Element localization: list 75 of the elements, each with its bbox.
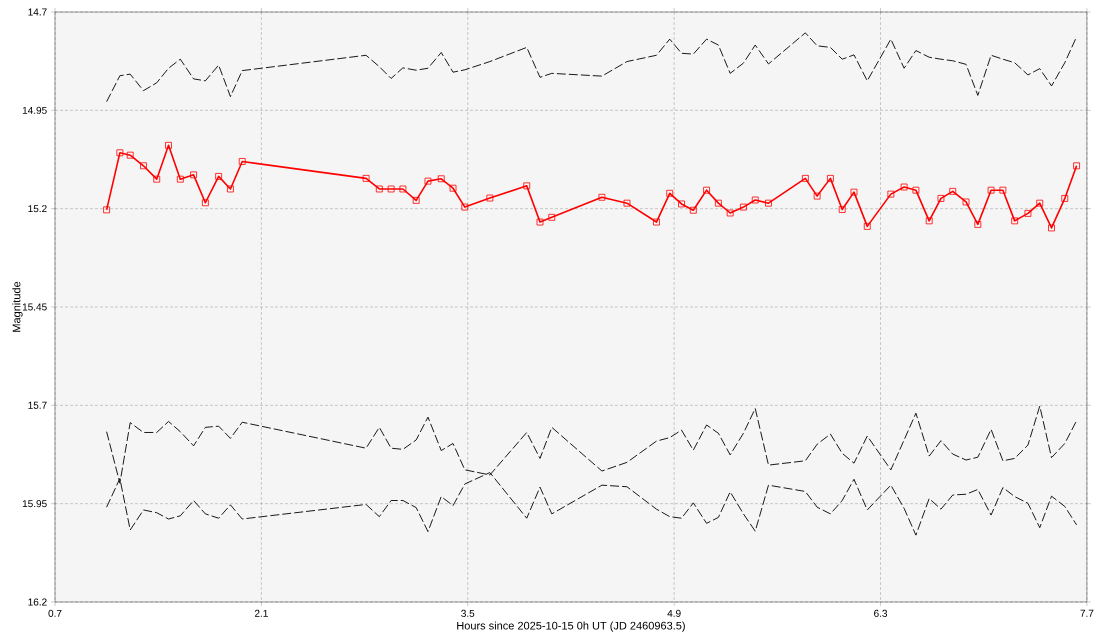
x-tick-label: 0.7: [48, 609, 62, 617]
point: [801, 174, 809, 182]
y-tick-label: 16.2: [28, 598, 47, 606]
y-tick-label: 15.95: [22, 500, 47, 508]
point: [165, 141, 172, 149]
point: [962, 198, 970, 206]
point: [937, 195, 945, 202]
point: [887, 190, 895, 198]
point: [227, 185, 234, 193]
point: [176, 175, 184, 183]
point: [140, 162, 147, 170]
x-axis-title: Hours since 2025-10-15 0h UT (JD 2460963.5): [457, 621, 685, 632]
line-series: [106, 32, 1078, 103]
point: [461, 203, 469, 211]
point: [424, 177, 432, 185]
point: [362, 174, 370, 182]
y-tick-label: 15.45: [22, 303, 47, 311]
point: [623, 199, 631, 207]
point: [1061, 195, 1069, 202]
point: [103, 206, 111, 214]
point: [598, 193, 606, 201]
y-tick-label: 15.2: [28, 205, 47, 213]
point: [1011, 217, 1019, 225]
point: [375, 185, 383, 193]
x-tick-label: 4.9: [667, 609, 681, 617]
y-tick-label: 14.7: [28, 8, 47, 16]
x-tick-label: 6.3: [874, 609, 888, 617]
y-tick-label: 15.7: [28, 401, 47, 409]
point: [925, 217, 933, 225]
point: [987, 186, 995, 194]
point: [703, 186, 710, 194]
point: [486, 194, 494, 202]
point: [190, 171, 197, 179]
point: [215, 173, 223, 180]
point: [412, 197, 420, 204]
point: [653, 218, 660, 226]
point: [1036, 199, 1044, 207]
point: [387, 185, 395, 193]
point: [726, 209, 734, 217]
point: [116, 149, 124, 157]
point: [949, 187, 957, 195]
point: [912, 186, 920, 194]
x-tick-label: 7.7: [1080, 609, 1094, 617]
point: [974, 221, 982, 228]
point: [838, 206, 846, 213]
point: [126, 151, 134, 159]
point: [678, 200, 685, 208]
point: [523, 182, 531, 190]
point: [765, 199, 772, 207]
point: [900, 183, 908, 191]
point: [449, 184, 457, 192]
y-axis-title: Magnitude: [12, 281, 23, 332]
point: [827, 174, 834, 182]
point: [740, 203, 747, 211]
point: [863, 222, 871, 230]
point: [714, 199, 722, 207]
point: [1048, 224, 1055, 232]
point: [153, 175, 161, 183]
point: [1024, 209, 1032, 217]
point: [399, 185, 407, 193]
point: [1073, 162, 1080, 170]
point: [238, 158, 246, 165]
y-tick-label: 14.95: [22, 106, 47, 114]
point: [999, 186, 1007, 194]
point: [689, 206, 697, 214]
x-tick-label: 2.1: [254, 609, 268, 617]
point: [751, 196, 759, 204]
point: [201, 199, 209, 207]
point: [813, 192, 821, 200]
point: [666, 189, 674, 197]
point: [850, 188, 858, 196]
point: [536, 218, 544, 226]
point: [548, 213, 556, 221]
point: [437, 175, 445, 183]
x-tick-label: 3.5: [461, 609, 475, 617]
